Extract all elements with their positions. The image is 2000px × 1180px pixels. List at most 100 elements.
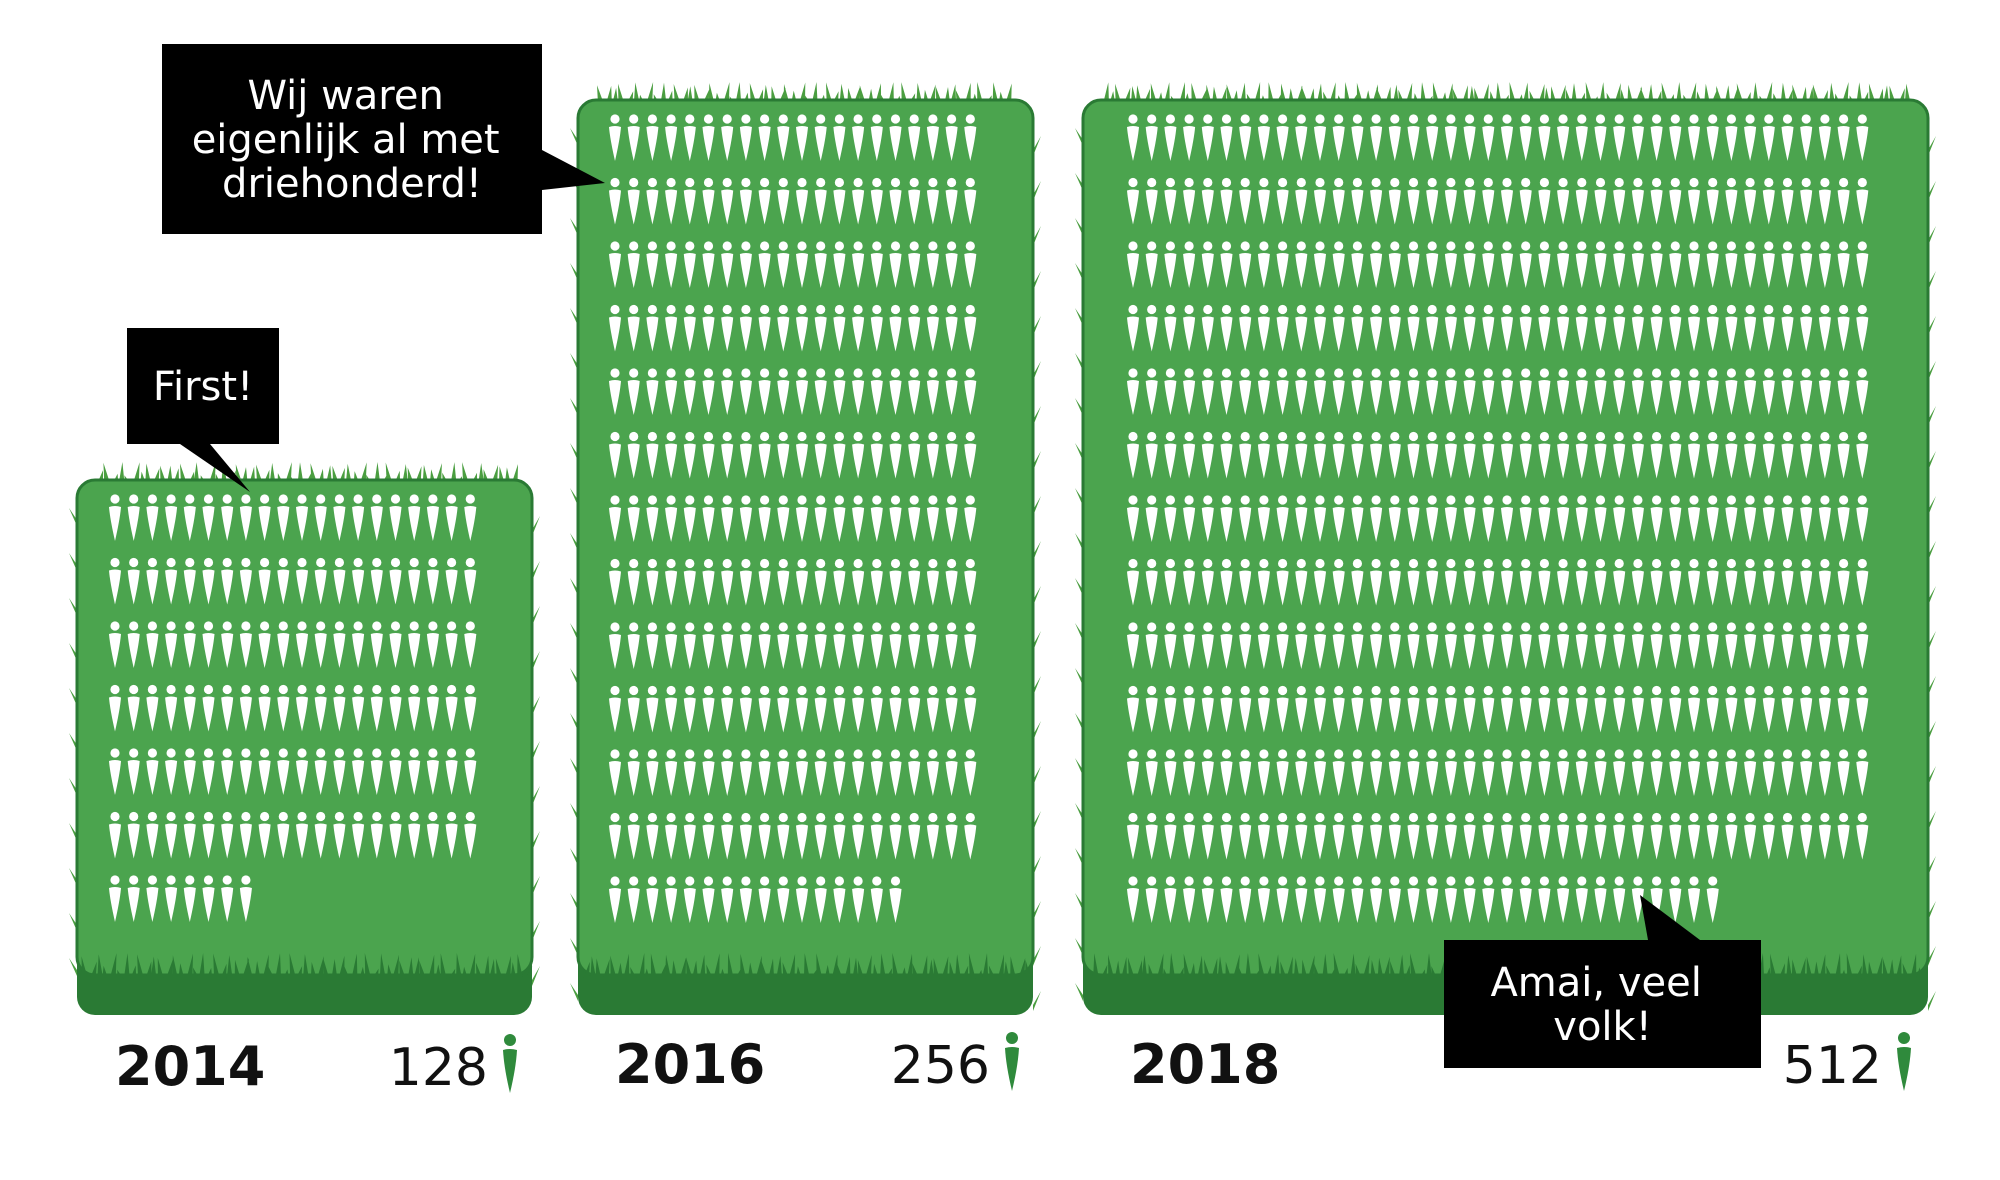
person-icon (1276, 749, 1289, 796)
person-icon (1295, 304, 1308, 352)
person-icon (1295, 114, 1308, 161)
person-icon (1613, 304, 1626, 352)
person-icon (202, 875, 215, 922)
person-icon (889, 685, 902, 733)
person-icon (127, 557, 140, 605)
person-icon (1725, 495, 1738, 542)
person-icon (1688, 368, 1700, 415)
person-icon (1706, 876, 1719, 923)
person-icon (609, 431, 621, 479)
person-icon (1613, 812, 1626, 860)
person-icon (1351, 495, 1364, 542)
person-icon (1407, 622, 1420, 669)
person-icon (683, 177, 696, 225)
person-icon (870, 685, 883, 733)
person-icon (296, 557, 308, 605)
person-icon (683, 812, 696, 860)
person-icon (109, 748, 121, 795)
person-icon (464, 684, 477, 732)
person-icon (1800, 177, 1813, 225)
person-icon (1631, 812, 1644, 860)
person-icon (1257, 368, 1270, 415)
person-icon (796, 431, 808, 479)
person-icon (665, 431, 678, 479)
person-icon (370, 621, 383, 668)
person-icon (146, 557, 159, 605)
person-icon (646, 495, 659, 542)
person-icon (870, 241, 883, 288)
person-icon (1164, 685, 1177, 733)
person-icon (1257, 114, 1270, 161)
person-icon (1444, 876, 1457, 923)
person-icon (908, 812, 921, 860)
person-icon (721, 114, 734, 161)
person-icon (1407, 114, 1420, 161)
legend-person-icon (1897, 1032, 1911, 1091)
person-icon (1295, 495, 1308, 542)
person-icon (1314, 368, 1326, 415)
person-icon (221, 748, 234, 795)
person-icon (739, 876, 752, 923)
person-icon (964, 368, 977, 415)
person-icon (1762, 558, 1775, 606)
person-icon (1295, 241, 1308, 288)
person-icon (146, 875, 159, 922)
person-icon (1426, 177, 1439, 225)
person-icon (945, 495, 958, 542)
person-icon (202, 494, 215, 541)
person-icon (296, 494, 308, 541)
person-icon (908, 114, 921, 161)
person-icon (889, 114, 902, 161)
person-icon (627, 685, 640, 733)
person-icon (1631, 749, 1644, 796)
person-icon (796, 114, 808, 161)
person-icon (1332, 749, 1345, 796)
person-icon (1688, 304, 1700, 352)
person-icon (1519, 177, 1532, 225)
person-icon (1370, 114, 1383, 161)
person-icon (1127, 812, 1139, 860)
person-icon (833, 495, 846, 542)
person-icon (814, 114, 827, 161)
person-icon (1575, 304, 1588, 352)
person-icon (1295, 368, 1308, 415)
person-icon (1706, 241, 1719, 288)
person-icon (1613, 114, 1626, 161)
person-icon (665, 812, 678, 860)
person-icon (1575, 685, 1588, 733)
person-icon (889, 876, 902, 923)
person-icon (646, 558, 659, 606)
person-icon (1482, 368, 1495, 415)
person-icon (1501, 304, 1513, 352)
person-icon (758, 749, 771, 796)
person-icon (852, 431, 865, 479)
person-icon (739, 304, 752, 352)
person-icon (908, 368, 921, 415)
person-icon (777, 622, 790, 669)
speech-bubble-2018: Amai, veel volk! (1444, 895, 1761, 1068)
person-icon (1800, 685, 1813, 733)
person-icon (1519, 685, 1532, 733)
person-icon (1744, 177, 1757, 225)
person-icon (646, 177, 659, 225)
person-icon (221, 684, 234, 732)
person-icon (165, 621, 178, 668)
person-icon (945, 177, 958, 225)
person-icon (721, 622, 734, 669)
person-icon (127, 494, 140, 541)
grass-bottom (583, 953, 1032, 979)
person-icon (1351, 304, 1364, 352)
person-icon (721, 241, 734, 288)
person-icon (1856, 177, 1869, 225)
person-icon (721, 368, 734, 415)
person-icon (1239, 177, 1252, 225)
person-icon (1818, 812, 1831, 860)
person-icon (1650, 495, 1663, 542)
person-icon (1519, 558, 1532, 606)
person-icon (1388, 495, 1401, 542)
person-icon (1575, 622, 1588, 669)
person-icon (1631, 304, 1644, 352)
person-icon (1407, 812, 1420, 860)
person-icon (739, 114, 752, 161)
person-icon (1276, 622, 1289, 669)
